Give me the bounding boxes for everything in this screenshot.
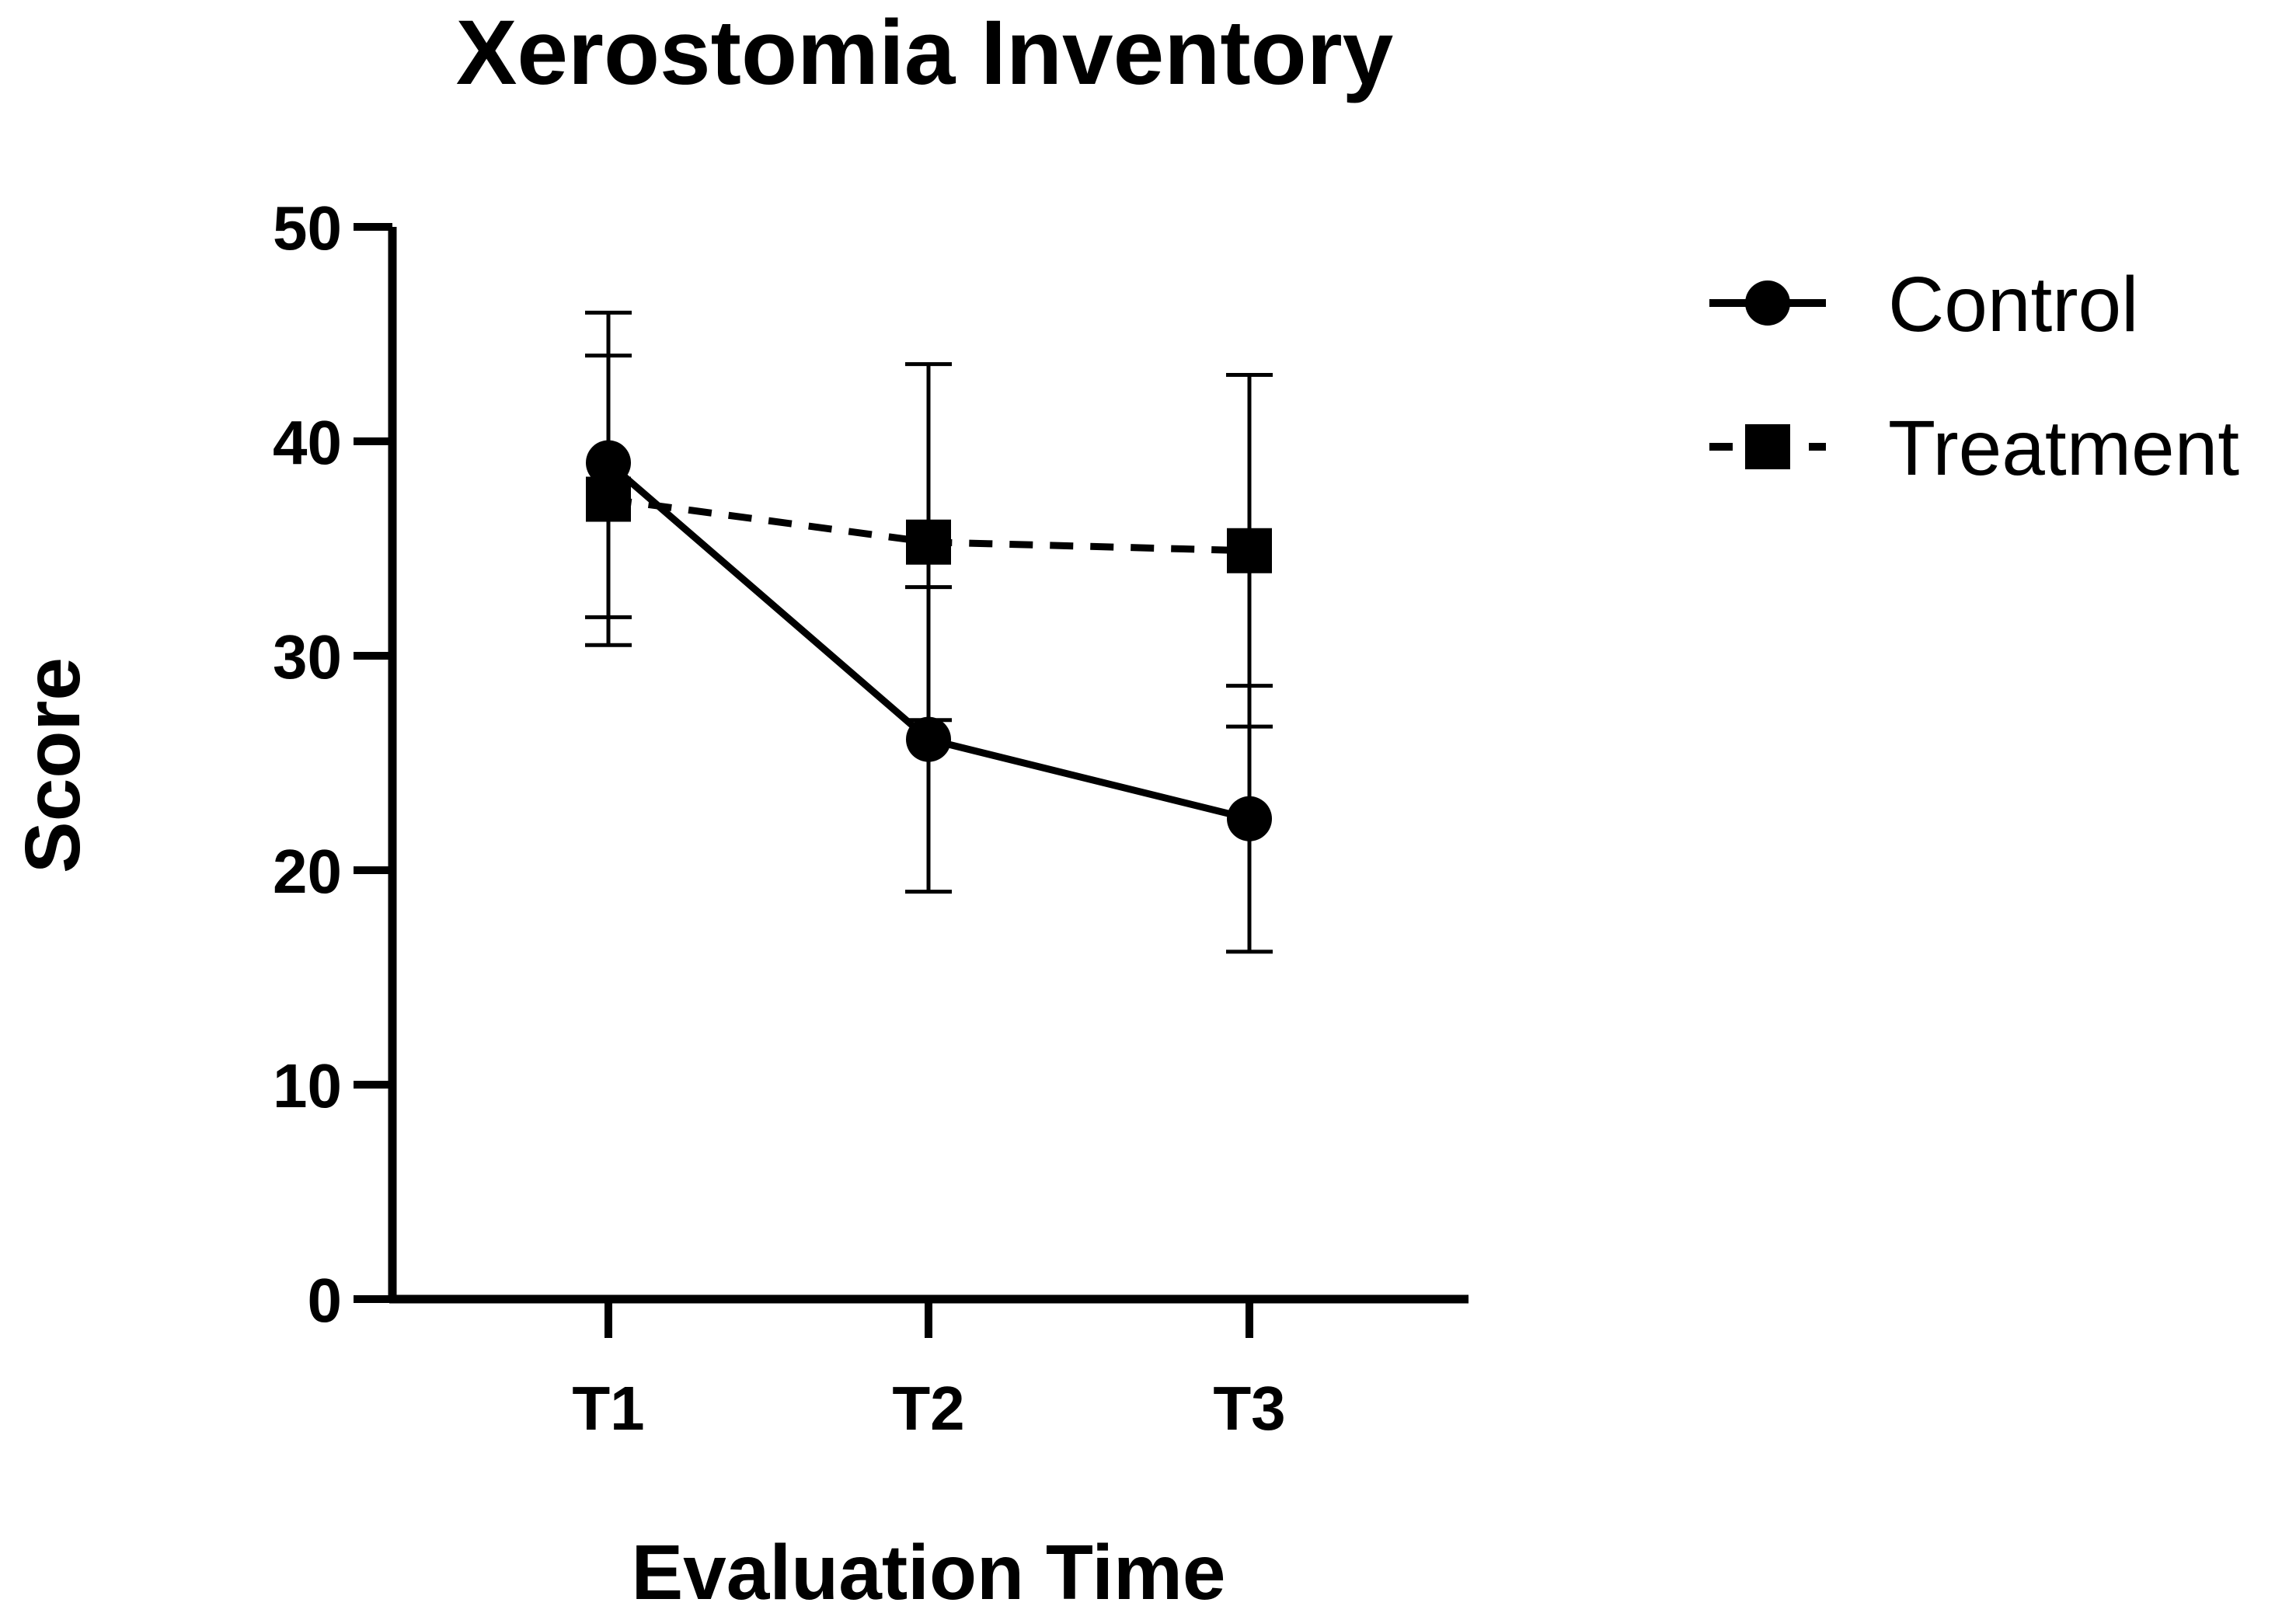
- x-tick-label: T3: [1213, 1374, 1285, 1443]
- legend-label-control: Control: [1888, 261, 2138, 348]
- data-point-treatment: [906, 519, 951, 565]
- series-line-treatment: [608, 496, 1250, 555]
- data-point-treatment: [1227, 528, 1272, 573]
- y-tick-label: 50: [273, 193, 342, 263]
- x-tick-label: T1: [572, 1374, 644, 1443]
- legend-item-control: Control: [1709, 261, 2138, 348]
- y-axis-title: Score: [9, 657, 96, 873]
- x-axis-title: Evaluation Time: [631, 1529, 1225, 1616]
- series-treatment: [585, 354, 1273, 729]
- y-tick-label: 10: [273, 1051, 342, 1120]
- legend: Control Treatment: [1709, 261, 2239, 492]
- plot-area: 0 10 20 30 40 50 T1 T2 T3: [273, 193, 1469, 1443]
- data-point-treatment: [586, 476, 631, 522]
- y-tick-label: 0: [308, 1266, 343, 1335]
- y-tick-label: 30: [273, 622, 342, 692]
- legend-item-treatment: Treatment: [1709, 405, 2239, 492]
- data-point-control: [906, 716, 951, 762]
- legend-marker-control: [1745, 280, 1790, 326]
- y-tick-label: 20: [273, 837, 342, 906]
- x-tick-label: T2: [892, 1374, 964, 1443]
- legend-marker-treatment: [1745, 424, 1790, 469]
- chart-title: Xerostomia Inventory: [456, 2, 1394, 104]
- y-tick-label: 40: [273, 408, 342, 477]
- data-point-control: [1227, 796, 1272, 841]
- legend-label-treatment: Treatment: [1888, 405, 2239, 492]
